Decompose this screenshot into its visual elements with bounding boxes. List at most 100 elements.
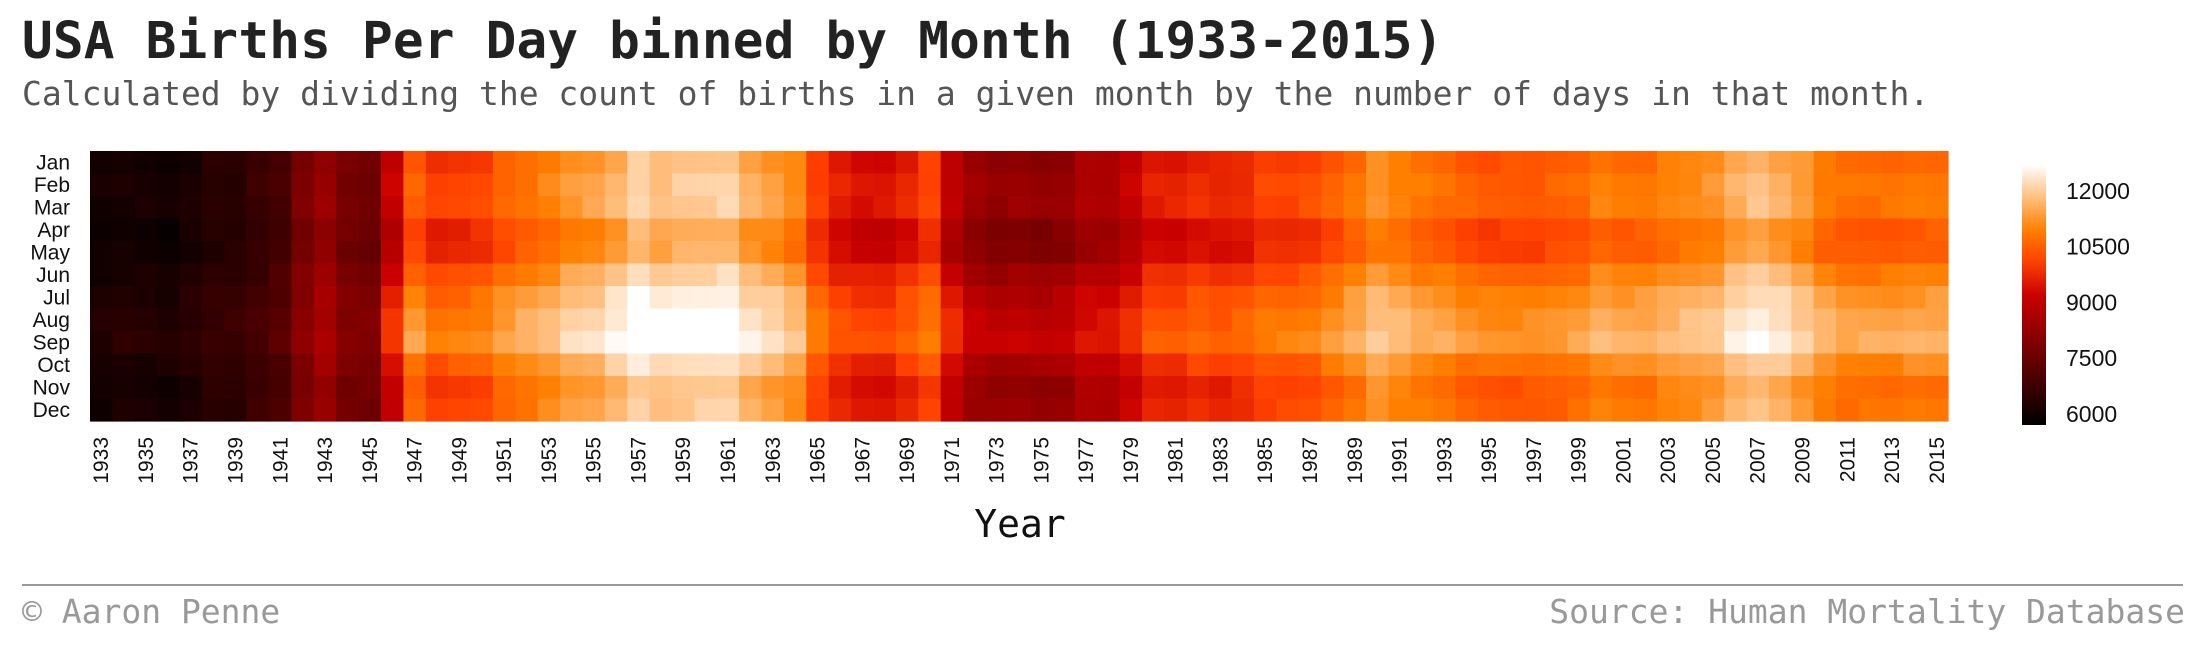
heatmap-cell (381, 196, 404, 220)
heatmap-cell (492, 241, 516, 265)
heatmap-cell (1119, 263, 1143, 287)
heatmap-cell (291, 173, 315, 197)
heatmap-cell (381, 151, 404, 175)
heatmap-cell (783, 263, 807, 287)
heatmap-cell (201, 308, 225, 332)
heatmap-cell (134, 398, 158, 422)
year-tick-label: 2015 (1926, 437, 1949, 484)
heatmap-cell (470, 263, 494, 287)
heatmap-cell (1298, 151, 1322, 175)
heatmap-cell (515, 263, 539, 287)
heatmap-cell (1254, 173, 1278, 197)
heatmap-cell (1925, 353, 1949, 377)
heatmap-cell (940, 376, 964, 400)
heatmap-cell (425, 331, 449, 355)
heatmap-cell (1455, 398, 1479, 422)
heatmap-cell (873, 286, 897, 310)
heatmap-cell (358, 286, 382, 310)
heatmap-cell (515, 376, 539, 400)
heatmap-cell (403, 353, 427, 377)
heatmap-cell (940, 308, 964, 332)
year-tick-label: 1937 (180, 437, 203, 484)
heatmap-cell (627, 331, 651, 355)
heatmap-cell (1388, 151, 1412, 175)
heatmap-cell (761, 353, 785, 377)
heatmap-cell (1030, 241, 1054, 265)
heatmap-cell (1142, 196, 1166, 220)
heatmap-cell (783, 331, 807, 355)
heatmap-cell (963, 241, 987, 265)
heatmap-cell (112, 218, 136, 242)
heatmap-cell (627, 353, 651, 377)
heatmap-cell (873, 308, 897, 332)
heatmap-cell (403, 173, 427, 197)
heatmap-cell (1209, 331, 1233, 355)
year-tick-label: 1997 (1523, 437, 1546, 484)
heatmap-cell (1701, 263, 1725, 287)
x-axis-title: Year (974, 502, 1066, 546)
heatmap-cell (1791, 241, 1815, 265)
heatmap-cell (1858, 308, 1882, 332)
heatmap-cell (1433, 286, 1457, 310)
heatmap-cell (918, 241, 942, 265)
heatmap-cell (1186, 218, 1210, 242)
heatmap-cell (1007, 331, 1031, 355)
heatmap-cell (694, 196, 718, 220)
heatmap-cell (716, 376, 740, 400)
heatmap-cell (291, 308, 315, 332)
colorbar-tick-label: 6000 (2066, 401, 2117, 427)
heatmap-cell (1231, 196, 1255, 220)
heatmap-cell (1612, 398, 1636, 422)
heatmap-cell (1589, 398, 1613, 422)
year-tick-label: 2013 (1881, 437, 1904, 484)
heatmap-cell (1903, 151, 1927, 175)
heatmap-cell (828, 353, 852, 377)
heatmap-cell (604, 308, 628, 332)
heatmap-cell (90, 308, 113, 332)
heatmap-cell (179, 308, 203, 332)
heatmap-cell (716, 218, 740, 242)
heatmap-cell (940, 331, 964, 355)
heatmap-cell (381, 398, 404, 422)
heatmap-cell (470, 196, 494, 220)
heatmap-cell (1500, 286, 1524, 310)
heatmap-cell (963, 353, 987, 377)
heatmap-cell (1836, 241, 1860, 265)
heatmap-cell (336, 196, 360, 220)
heatmap-cell (112, 151, 136, 175)
heatmap-cell (828, 331, 852, 355)
heatmap-cell (1903, 398, 1927, 422)
heatmap-cell (582, 151, 606, 175)
heatmap-cell (1052, 151, 1076, 175)
heatmap-cell (739, 331, 763, 355)
heatmap-cell (918, 308, 942, 332)
heatmap-cell (1410, 286, 1434, 310)
heatmap-cell (515, 241, 539, 265)
heatmap-cell (1634, 218, 1658, 242)
heatmap-cell (1656, 196, 1680, 220)
heatmap-cell (313, 218, 337, 242)
heatmap-cell (1545, 263, 1569, 287)
heatmap-cell (1522, 218, 1546, 242)
heatmap-cell (1164, 398, 1188, 422)
heatmap-cell (1724, 331, 1748, 355)
heatmap-cell (1567, 331, 1591, 355)
heatmap-cell (1388, 218, 1412, 242)
heatmap-cell (1925, 263, 1949, 287)
heatmap-cell (649, 196, 673, 220)
heatmap-cell (1321, 376, 1345, 400)
heatmap-cell (246, 353, 270, 377)
heatmap-cell (694, 241, 718, 265)
heatmap-cell (1164, 263, 1188, 287)
heatmap-cell (425, 308, 449, 332)
heatmap-cell (1612, 151, 1636, 175)
heatmap-cell (1142, 331, 1166, 355)
heatmap-cell (1119, 376, 1143, 400)
heatmap-cell (1477, 308, 1501, 332)
heatmap-cell (1455, 196, 1479, 220)
heatmap-cell (1276, 263, 1300, 287)
heatmap-cell (1791, 353, 1815, 377)
heatmap-cell (201, 331, 225, 355)
heatmap-cell (1186, 398, 1210, 422)
heatmap-cell (1567, 263, 1591, 287)
